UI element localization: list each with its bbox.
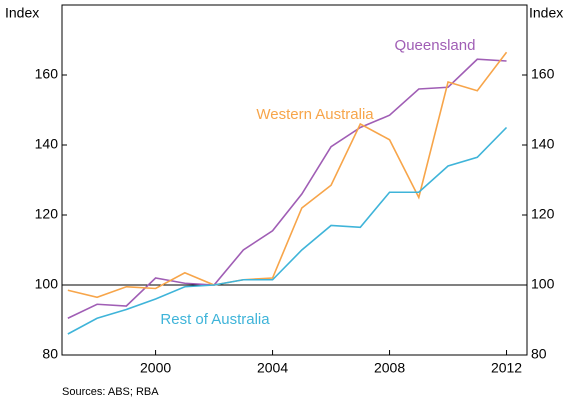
y-axis-label-left: Index xyxy=(5,5,39,21)
series-line xyxy=(67,126,508,335)
y2-tick-label: 100 xyxy=(531,276,555,292)
y-tick-label: 120 xyxy=(35,206,59,222)
x-tick-label: 2004 xyxy=(257,360,288,376)
x-tick-label: 2008 xyxy=(374,360,405,376)
series-label: Rest of Australia xyxy=(160,311,270,328)
series-label: Queensland xyxy=(395,37,476,54)
y-tick-label: 100 xyxy=(35,276,59,292)
x-tick-label: 2012 xyxy=(491,360,522,376)
y-tick-label: 80 xyxy=(42,346,58,362)
source-note: Sources: ABS; RBA xyxy=(62,386,159,398)
series-line xyxy=(67,51,508,299)
plot-frame xyxy=(61,4,528,356)
y-axis-label-right: Index xyxy=(529,5,563,21)
y-tick-label: 140 xyxy=(35,136,59,152)
series-label: Western Australia xyxy=(256,106,374,123)
y2-tick-label: 120 xyxy=(531,206,555,222)
x-tick-label: 2000 xyxy=(140,360,171,376)
y-tick-label: 160 xyxy=(35,66,59,82)
series-line xyxy=(67,58,507,319)
y2-tick-label: 140 xyxy=(531,136,555,152)
y2-tick-label: 160 xyxy=(531,66,555,82)
y2-tick-label: 80 xyxy=(531,346,547,362)
